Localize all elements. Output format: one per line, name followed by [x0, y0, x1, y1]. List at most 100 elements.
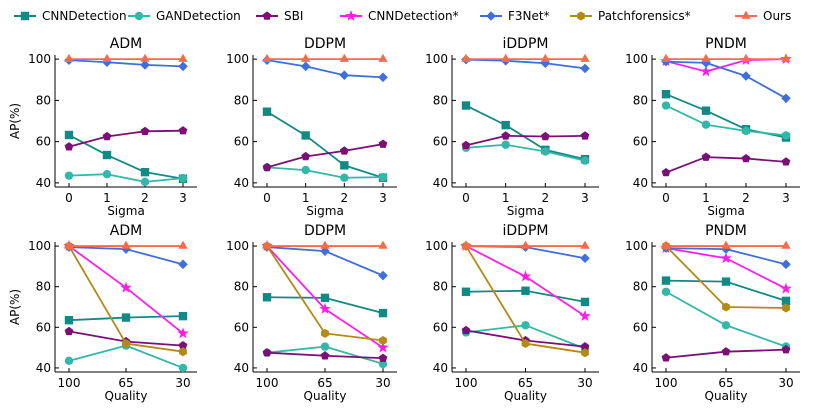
x-tick-label: 0 — [462, 191, 470, 205]
y-tick-label: 80 — [433, 280, 448, 294]
series-sbi — [64, 126, 188, 151]
series-patchforensics-star — [462, 241, 589, 358]
series-cnndetection — [262, 107, 388, 182]
y-tick-label: 100 — [226, 239, 249, 253]
data-point — [178, 53, 188, 62]
data-point — [720, 252, 732, 264]
legend-marker — [134, 11, 144, 21]
legend-label: CNNDetection* — [368, 9, 459, 23]
data-point — [700, 65, 712, 77]
legend: CNNDetection GANDetection SBI CNNDetection*… — [14, 9, 791, 23]
y-tick-label: 40 — [633, 176, 648, 190]
data-point — [461, 325, 471, 335]
panel-title: ADM — [110, 36, 142, 52]
panel-quality-iddpm: iDDPM 40 60 80 100 100 65 30 Quality — [425, 223, 599, 403]
data-point — [262, 293, 272, 302]
panel-title: DDPM — [304, 223, 346, 239]
panel-quality-pndm: PNDM 40 60 80 100 100 65 30 Quality — [625, 223, 800, 403]
data-point — [301, 165, 310, 175]
data-point — [500, 53, 511, 62]
y-tick-label: 100 — [625, 239, 648, 253]
data-point — [178, 340, 188, 350]
series-ours — [64, 53, 188, 62]
series-ours — [661, 240, 791, 249]
data-point — [320, 240, 330, 249]
data-point — [782, 303, 790, 313]
data-point — [179, 347, 187, 357]
data-point — [520, 240, 531, 249]
x-tick-label: 3 — [782, 191, 790, 205]
data-point — [178, 311, 188, 321]
data-point — [178, 363, 188, 373]
data-point — [339, 70, 350, 81]
x-tick-label: 2 — [341, 191, 349, 205]
legend-item-gandetection: GANDetection — [128, 9, 241, 23]
data-point — [178, 126, 188, 135]
x-tick-label: 100 — [655, 376, 678, 390]
data-point — [102, 53, 112, 62]
data-point — [64, 326, 74, 336]
x-tick-label: 30 — [778, 376, 793, 390]
data-point — [378, 172, 388, 182]
data-point — [521, 339, 530, 349]
x-axis-label: Sigma — [507, 204, 545, 218]
data-point — [580, 297, 590, 307]
series-patchforensics-star — [263, 241, 387, 346]
data-point — [701, 152, 711, 161]
panel-quality-ddpm: DDPM 40 60 80 100 100 65 30 Quality — [226, 223, 397, 403]
data-point — [501, 131, 511, 140]
data-point — [701, 106, 711, 115]
data-point — [701, 53, 711, 62]
data-point — [519, 270, 532, 282]
x-axis-label: Sigma — [707, 204, 745, 218]
x-tick-label: 100 — [455, 376, 478, 390]
data-point — [339, 53, 350, 62]
series-f3net-star — [64, 55, 188, 72]
data-point — [581, 348, 589, 358]
legend-label: Ours — [763, 9, 791, 23]
data-point — [121, 240, 131, 249]
legend-label: Patchforensics* — [598, 9, 691, 23]
data-point — [178, 259, 188, 270]
data-point — [661, 167, 671, 177]
y-tick-label: 40 — [433, 361, 448, 375]
y-axis-label: AP(%) — [8, 289, 22, 325]
series-line — [465, 104, 586, 161]
data-point — [262, 53, 272, 62]
data-point — [340, 161, 349, 170]
x-axis-label: Quality — [504, 389, 547, 403]
series-gandetection — [461, 140, 590, 165]
legend-label: F3Net* — [508, 9, 550, 23]
data-point — [262, 107, 272, 116]
data-point — [262, 240, 272, 249]
series-gandetection — [661, 287, 791, 351]
legend-item-cnndetection-star: CNNDetection* — [340, 9, 459, 23]
series-line — [68, 134, 184, 180]
data-point — [501, 140, 510, 149]
data-point — [741, 53, 751, 62]
data-point — [140, 53, 150, 62]
x-tick-label: 3 — [179, 191, 187, 205]
data-point — [540, 53, 551, 62]
y-tick-label: 40 — [36, 361, 51, 375]
data-point — [377, 341, 389, 353]
series-ours — [661, 53, 791, 62]
legend-item-patchforensics-star: Patchforensics* — [570, 9, 691, 23]
series-ours — [461, 240, 590, 249]
data-point — [64, 316, 74, 325]
panel-sigma-pndm: PNDM 40 60 80 100 0 1 2 3 Sigma — [625, 36, 800, 218]
data-point — [741, 126, 751, 136]
series-f3net-star — [461, 54, 590, 74]
data-point — [301, 151, 311, 161]
data-point — [661, 240, 671, 249]
series-gandetection — [661, 101, 791, 140]
panel-title: iDDPM — [503, 36, 549, 52]
data-point — [320, 342, 330, 351]
y-tick-label: 40 — [433, 176, 448, 190]
panel-title: iDDPM — [503, 223, 549, 239]
data-point — [102, 170, 112, 179]
x-tick-label: 65 — [317, 376, 332, 390]
data-point — [378, 353, 388, 362]
legend-item-cnndetection: CNNDetection — [14, 9, 127, 23]
y-tick-label: 60 — [633, 320, 648, 334]
